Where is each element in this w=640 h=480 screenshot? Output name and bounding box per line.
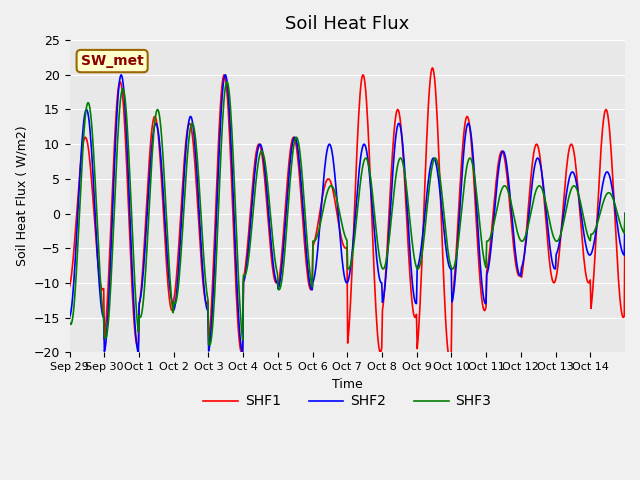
SHF2 — [262, 177, 269, 182]
SHF3 — [283, 222, 291, 228]
SHF3 — [437, 184, 445, 190]
SHF1 — [131, 328, 139, 334]
X-axis label: Time: Time — [332, 377, 363, 391]
SHF3 — [223, 79, 230, 84]
SHF1 — [282, 204, 289, 210]
Text: SW_met: SW_met — [81, 54, 143, 68]
SHF2 — [66, 314, 74, 320]
SHF1 — [404, 249, 412, 255]
SHF3 — [262, 166, 269, 171]
SHF2 — [234, 296, 241, 302]
SHF1 — [260, 173, 268, 179]
SHF3 — [234, 273, 242, 279]
Line: SHF1: SHF1 — [70, 68, 625, 359]
SHF2 — [283, 199, 291, 205]
SHF1 — [621, 211, 629, 216]
Y-axis label: Soil Heat Flux ( W/m2): Soil Heat Flux ( W/m2) — [15, 126, 28, 266]
SHF2 — [621, 211, 629, 216]
SHF2 — [221, 72, 229, 78]
SHF1 — [436, 191, 444, 197]
SHF3 — [621, 211, 629, 216]
SHF2 — [131, 319, 139, 325]
SHF3 — [66, 319, 74, 325]
Legend: SHF1, SHF2, SHF3: SHF1, SHF2, SHF3 — [198, 389, 497, 414]
SHF3 — [131, 281, 139, 287]
Line: SHF2: SHF2 — [70, 75, 625, 352]
SHF1 — [446, 356, 454, 362]
SHF1 — [429, 65, 436, 71]
SHF2 — [437, 199, 445, 205]
SHF2 — [239, 349, 246, 355]
SHF1 — [233, 303, 241, 309]
Title: Soil Heat Flux: Soil Heat Flux — [285, 15, 410, 33]
SHF3 — [406, 218, 414, 224]
SHF1 — [66, 284, 74, 289]
SHF2 — [406, 249, 414, 255]
Line: SHF3: SHF3 — [70, 82, 625, 345]
SHF3 — [205, 342, 213, 348]
